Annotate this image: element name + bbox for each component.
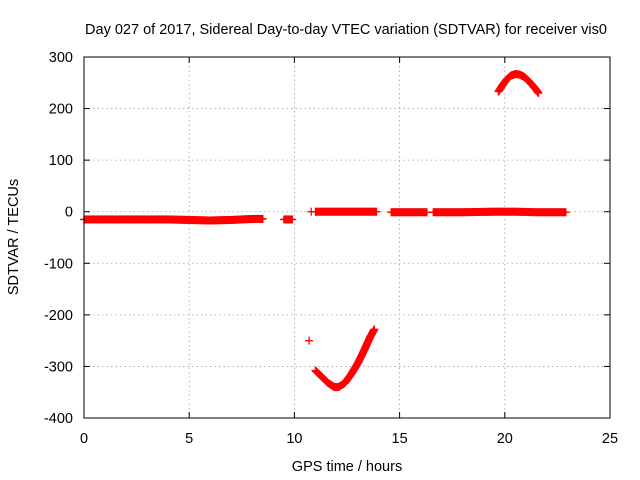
x-tick-label: 25 (602, 431, 618, 447)
axis-ticks: 0 5 10 15 20 25 -400 -300 -200 -100 0 100 200 300 (44, 50, 618, 447)
y-axis-label: SDTVAR / TECUs (6, 179, 22, 295)
chart-title: Day 027 of 2017, Sidereal Day-to-day VTE… (85, 22, 607, 38)
x-tick-label: 5 (185, 431, 193, 447)
plot-frame (83, 56, 611, 419)
x-tick-label: 20 (497, 431, 513, 447)
y-tick-label: -300 (44, 359, 73, 375)
data-point (370, 325, 379, 334)
y-tick-label: 300 (49, 50, 73, 66)
y-tick-label: 0 (65, 205, 73, 221)
y-tick-label: 200 (49, 102, 73, 118)
y-tick-label: -200 (44, 308, 73, 324)
grid-lines (84, 57, 610, 418)
data-point (561, 208, 570, 217)
data-point (305, 336, 314, 345)
data-points (80, 70, 570, 392)
x-tick-label: 10 (286, 431, 302, 447)
data-point (288, 215, 297, 224)
y-tick-label: -100 (44, 256, 73, 272)
y-tick-label: 100 (49, 153, 73, 169)
data-point (534, 89, 543, 98)
data-point (258, 214, 267, 223)
x-axis-label: GPS time / hours (292, 459, 402, 475)
x-tick-label: 0 (80, 431, 88, 447)
x-tick-label: 15 (392, 431, 408, 447)
y-tick-label: -400 (44, 411, 73, 427)
data-point (372, 207, 381, 216)
